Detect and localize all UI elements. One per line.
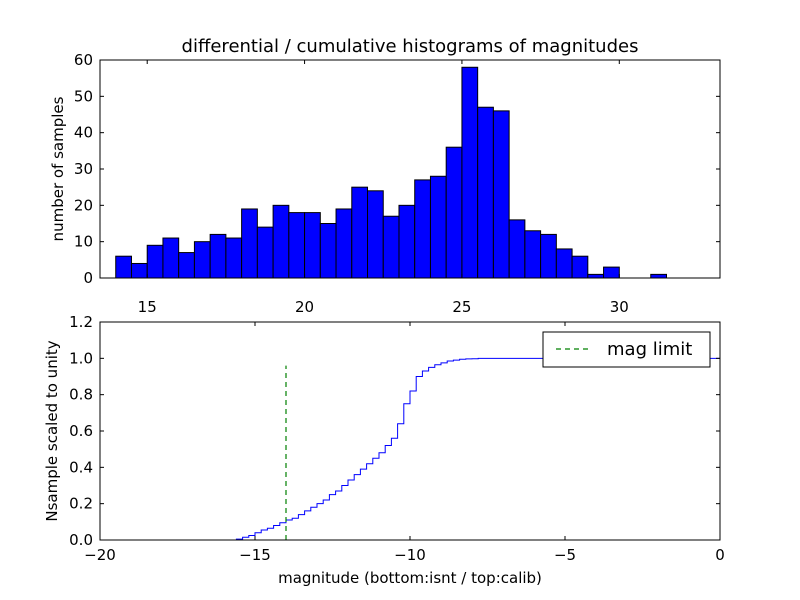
top-y-axis-label: number of samples bbox=[49, 96, 67, 241]
histogram-bar bbox=[414, 179, 431, 279]
bottom-x-tick-label: −10 bbox=[394, 546, 426, 564]
histogram-bar bbox=[650, 273, 668, 279]
bottom-y-tick-label: 0.4 bbox=[69, 458, 93, 476]
legend: mag limit bbox=[542, 331, 711, 368]
histogram-bar bbox=[130, 262, 148, 279]
histogram-bar bbox=[256, 226, 274, 279]
histogram-bar bbox=[146, 244, 164, 279]
bottom-cumulative-panel: Nsample scaled to unity magnitude (botto… bbox=[43, 313, 725, 587]
histogram-bar bbox=[492, 110, 510, 279]
bottom-axis-ticks: −20 −15 −10 −5 0 0.0 0.2 0.4 0.6 0.8 1.0 1.2 bbox=[69, 313, 725, 564]
histogram-bar bbox=[288, 212, 306, 279]
top-y-tick-label: 40 bbox=[74, 124, 93, 142]
top-chart-title: differential / cumulative histograms of … bbox=[182, 36, 639, 57]
bottom-x-tick-label: −20 bbox=[84, 546, 116, 564]
histogram-bars bbox=[115, 66, 668, 279]
histogram-bar bbox=[508, 219, 526, 279]
cumulative-lines bbox=[100, 357, 721, 541]
histogram-bar bbox=[571, 255, 589, 279]
histogram-bar bbox=[603, 266, 620, 279]
top-y-tick-label: 20 bbox=[74, 196, 93, 214]
histogram-bar bbox=[429, 175, 447, 279]
bottom-x-tick-label: −5 bbox=[554, 546, 576, 564]
bottom-axes-frame bbox=[99, 321, 721, 541]
top-x-tick-label: 20 bbox=[295, 298, 314, 316]
histogram-bar bbox=[225, 237, 243, 279]
bottom-y-tick-label: 0.6 bbox=[69, 422, 93, 440]
bottom-x-axis-label: magnitude (bottom:isnt / top:calib) bbox=[278, 569, 542, 587]
histogram-bar bbox=[241, 208, 258, 279]
histogram-bar bbox=[461, 66, 479, 279]
top-y-tick-label: 30 bbox=[74, 160, 93, 178]
histogram-bar bbox=[351, 186, 369, 279]
top-axes-frame bbox=[99, 59, 721, 279]
bottom-y-tick-label: 0.2 bbox=[69, 495, 93, 513]
histogram-bar bbox=[555, 248, 573, 279]
legend-entry-mag-limit: mag limit bbox=[607, 339, 692, 360]
bottom-y-tick-label: 1.0 bbox=[69, 349, 93, 367]
histogram-bar bbox=[193, 241, 211, 279]
bottom-y-axis-label: Nsample scaled to unity bbox=[43, 340, 61, 521]
histogram-bar bbox=[304, 212, 321, 279]
top-axis-ticks: 15 20 25 30 0 10 20 30 40 50 60 bbox=[74, 51, 720, 316]
histogram-bar bbox=[587, 273, 605, 279]
histogram-bar bbox=[445, 146, 463, 279]
bottom-y-tick-label: 0.0 bbox=[69, 531, 93, 549]
histogram-bar bbox=[540, 233, 557, 279]
histogram-bar bbox=[272, 204, 290, 279]
histogram-bar bbox=[335, 208, 353, 279]
histogram-bar bbox=[382, 215, 400, 279]
histogram-bar bbox=[398, 204, 416, 279]
top-y-tick-label: 10 bbox=[74, 233, 93, 251]
bottom-y-tick-label: 1.2 bbox=[69, 313, 93, 331]
histogram-bar bbox=[115, 255, 132, 279]
legend-box bbox=[542, 331, 711, 368]
histogram-bar bbox=[162, 237, 180, 279]
top-x-tick-label: 25 bbox=[452, 298, 471, 316]
top-y-tick-label: 60 bbox=[74, 51, 93, 69]
histogram-bar bbox=[524, 230, 542, 279]
cumulative-step-line bbox=[100, 357, 721, 541]
top-y-tick-label: 50 bbox=[74, 87, 93, 105]
top-histogram-panel: differential / cumulative histograms of … bbox=[49, 36, 721, 316]
top-x-tick-label: 15 bbox=[138, 298, 157, 316]
histogram-bar bbox=[367, 190, 384, 279]
top-y-tick-label: 0 bbox=[83, 269, 93, 287]
top-x-tick-label: 30 bbox=[610, 298, 629, 316]
histogram-bar bbox=[319, 223, 337, 279]
histogram-bar bbox=[477, 106, 494, 279]
bottom-y-tick-label: 0.8 bbox=[69, 386, 93, 404]
histogram-bar bbox=[178, 252, 195, 279]
histogram-bar bbox=[209, 233, 227, 279]
bottom-x-tick-label: −15 bbox=[239, 546, 271, 564]
bottom-x-tick-label: 0 bbox=[715, 546, 725, 564]
